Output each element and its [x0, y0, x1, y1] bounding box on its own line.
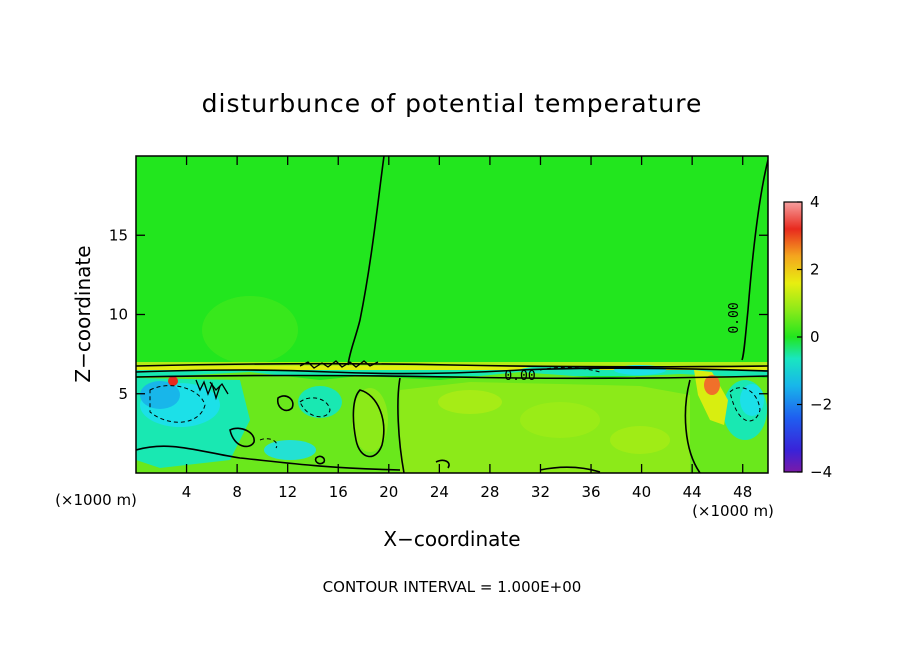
x-axis: 4 8 12 16 20 24 28 32 36 40 44 48 — [182, 156, 752, 501]
x-tick-label: 40 — [632, 483, 651, 501]
x-tick-label: 8 — [232, 483, 242, 501]
x-tick-label: 24 — [430, 483, 449, 501]
x-tick-label: 12 — [278, 483, 297, 501]
colorbar-tick-label: −4 — [810, 463, 832, 481]
colorbar-tick-label: 0 — [810, 328, 820, 346]
x-tick-label: 4 — [182, 483, 192, 501]
colorbar-tick-label: 4 — [810, 193, 820, 211]
contour-interval-note: CONTOUR INTERVAL = 1.000E+00 — [323, 578, 582, 596]
y-tick-label: 15 — [109, 226, 128, 244]
x-tick-label: 36 — [581, 483, 600, 501]
y-tick-label: 10 — [109, 306, 128, 324]
x-tick-label: 32 — [531, 483, 550, 501]
x-unit-right: (×1000 m) — [692, 502, 774, 520]
y-tick-label: 5 — [118, 385, 128, 403]
colorbar-ticks: 4 2 0 −2 −4 — [797, 193, 832, 481]
heatmap-field — [136, 156, 768, 473]
contour-label: 0.00 — [504, 369, 535, 384]
x-tick-label: 44 — [683, 483, 702, 501]
y-axis: 5 10 15 — [109, 226, 768, 403]
contour-label: 0.00 — [727, 302, 742, 333]
y-axis-label: Z−coordinate — [71, 245, 95, 382]
x-unit-left: (×1000 m) — [55, 491, 137, 509]
x-axis-label: X−coordinate — [383, 527, 520, 551]
colorbar-tick-label: 2 — [810, 261, 820, 279]
x-tick-label: 16 — [329, 483, 348, 501]
x-tick-label: 28 — [480, 483, 499, 501]
colorbar-tick-label: −2 — [810, 396, 832, 414]
x-tick-label: 48 — [733, 483, 752, 501]
chart-title: disturbunce of potential temperature — [202, 89, 703, 118]
x-tick-label: 20 — [379, 483, 398, 501]
